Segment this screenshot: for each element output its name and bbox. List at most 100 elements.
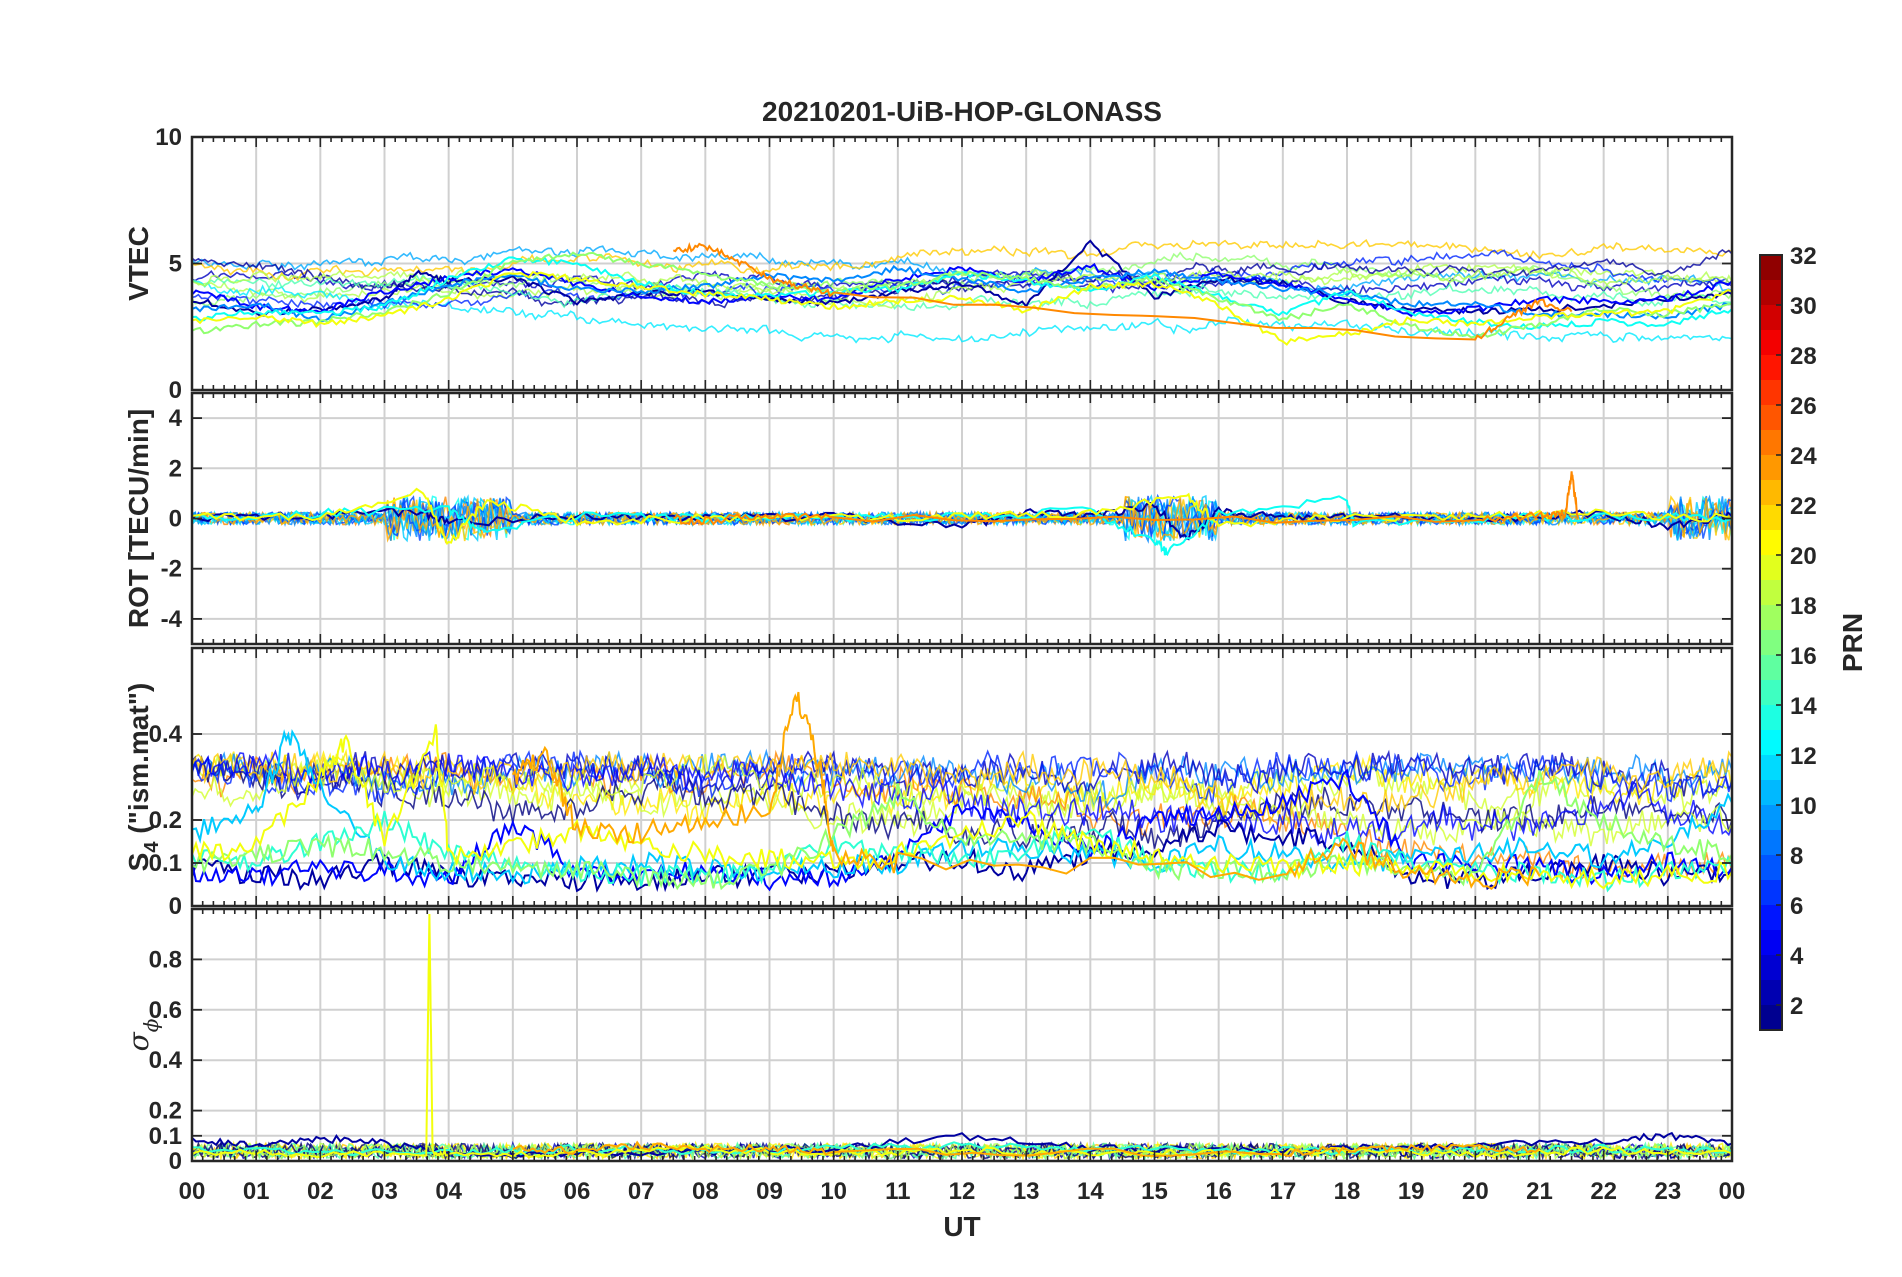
colorbar-swatch: [1760, 305, 1782, 331]
colorbar-swatch: [1760, 805, 1782, 831]
colorbar-tick-label: 4: [1790, 943, 1804, 970]
colorbar-swatch: [1760, 705, 1782, 731]
series-prn-20: [192, 724, 1732, 890]
colorbar-swatch: [1760, 955, 1782, 981]
series-prn-17: [192, 251, 1732, 339]
panel-rot-ylabel: ROT [TECU/min]: [123, 409, 154, 628]
noise-trace: [192, 753, 1732, 838]
colorbar-swatch: [1760, 580, 1782, 606]
series-prn-24: [673, 471, 1579, 526]
y-tick-label: 4: [169, 405, 183, 432]
colorbar-swatch: [1760, 405, 1782, 431]
x-tick-label: 21: [1526, 1178, 1553, 1205]
x-tick-label: 00: [1719, 1178, 1746, 1205]
series-prn-20: [192, 271, 1732, 346]
series-prn-24: [672, 242, 1573, 341]
panel-sigma_phi-ylabel: σϕ: [122, 1018, 163, 1051]
x-tick-label: 16: [1205, 1178, 1232, 1205]
x-tick-label: 08: [692, 1178, 719, 1205]
colorbar-swatch: [1760, 680, 1782, 706]
x-tick-label: 06: [564, 1178, 591, 1205]
x-tick-label: 03: [371, 1178, 398, 1205]
noise-trace: [192, 754, 1732, 847]
noise-trace: [192, 263, 1732, 304]
series-prn-9: [192, 264, 1732, 323]
x-tick-label: 09: [756, 1178, 783, 1205]
x-tick-label: 14: [1077, 1178, 1104, 1205]
y-tick-label: 0.1: [149, 1123, 182, 1150]
x-tick-label: 19: [1398, 1178, 1425, 1205]
y-tick-label: 0: [169, 1148, 182, 1175]
noise-trace: [192, 251, 1732, 307]
y-tick-label: -4: [161, 606, 183, 633]
y-tick-label: 2: [169, 455, 182, 482]
colorbar-label: PRN: [1837, 613, 1868, 672]
colorbar-swatch: [1760, 355, 1782, 381]
series-prn-2: [192, 1131, 1732, 1158]
x-axis-label: UT: [943, 1211, 980, 1242]
colorbar-swatch: [1760, 630, 1782, 656]
colorbar-swatch: [1760, 980, 1782, 1006]
y-tick-label: 5: [169, 251, 182, 278]
panel-vtec-ylabel: VTEC: [123, 226, 154, 301]
x-tick-label: 13: [1013, 1178, 1040, 1205]
colorbar-swatch: [1760, 730, 1782, 756]
colorbar-swatch: [1760, 530, 1782, 556]
series-prn-20: [192, 487, 1732, 546]
noise-trace: [192, 273, 1732, 312]
y-tick-label: 10: [155, 124, 182, 151]
y-tick-label: 0.4: [149, 721, 183, 748]
series-prn-11: [192, 729, 1732, 885]
colorbar-tick-label: 24: [1790, 443, 1817, 470]
colorbar-tick-label: 30: [1790, 293, 1817, 320]
colorbar-tick-label: 32: [1790, 243, 1817, 270]
y-tick-label: 0.8: [149, 946, 182, 973]
x-tick-label: 04: [435, 1178, 462, 1205]
panel-s4-series: [192, 691, 1732, 893]
colorbar-swatch: [1760, 855, 1782, 881]
y-tick-label: 0.6: [149, 997, 182, 1024]
y-tick-label: 0: [169, 506, 182, 533]
x-tick-label: 05: [499, 1178, 526, 1205]
colorbar-tick-label: 10: [1790, 793, 1817, 820]
colorbar-swatch: [1760, 455, 1782, 481]
colorbar-swatch: [1760, 505, 1782, 531]
colorbar-tick-label: 28: [1790, 343, 1817, 370]
colorbar-swatch: [1760, 755, 1782, 781]
noise-trace: [192, 749, 1732, 848]
colorbar-tick-label: 22: [1790, 493, 1817, 520]
colorbar-swatch: [1760, 430, 1782, 456]
colorbar-tick-label: 8: [1790, 843, 1803, 870]
panel-vtec-series: [192, 239, 1732, 346]
colorbar-swatch: [1760, 655, 1782, 681]
text-layer: 20210201-UiB-HOP-GLONASS UT 0510VTEC-4-2…: [122, 96, 1745, 1242]
colorbar-swatch: [1760, 1005, 1782, 1031]
x-tick-label: 00: [179, 1178, 206, 1205]
x-tick-label: 01: [243, 1178, 270, 1205]
colorbar-tick-label: 2: [1790, 993, 1803, 1020]
colorbar-swatch: [1760, 605, 1782, 631]
axes-layer: [190, 135, 1734, 1163]
x-tick-label: 10: [820, 1178, 847, 1205]
colorbar-tick-label: 6: [1790, 893, 1803, 920]
colorbar-swatch: [1760, 480, 1782, 506]
x-tick-label: 15: [1141, 1178, 1168, 1205]
series-layer: [192, 239, 1732, 1160]
x-tick-label: 12: [949, 1178, 976, 1205]
noise-trace: [192, 239, 1732, 282]
y-tick-label: 0: [169, 377, 182, 404]
series-prn-5: [192, 262, 1732, 318]
x-tick-label: 07: [628, 1178, 655, 1205]
y-tick-label: -2: [161, 556, 182, 583]
colorbar-swatch: [1760, 830, 1782, 856]
noise-trace: [192, 748, 1732, 809]
noise-trace: [192, 749, 1732, 826]
colorbar-tick-label: 18: [1790, 593, 1817, 620]
colorbar-swatch: [1760, 905, 1782, 931]
colorbar-swatch: [1760, 880, 1782, 906]
series-prn-17: [192, 770, 1732, 891]
y-tick-label: 0.4: [149, 1047, 183, 1074]
colorbar-tick-label: 16: [1790, 643, 1817, 670]
